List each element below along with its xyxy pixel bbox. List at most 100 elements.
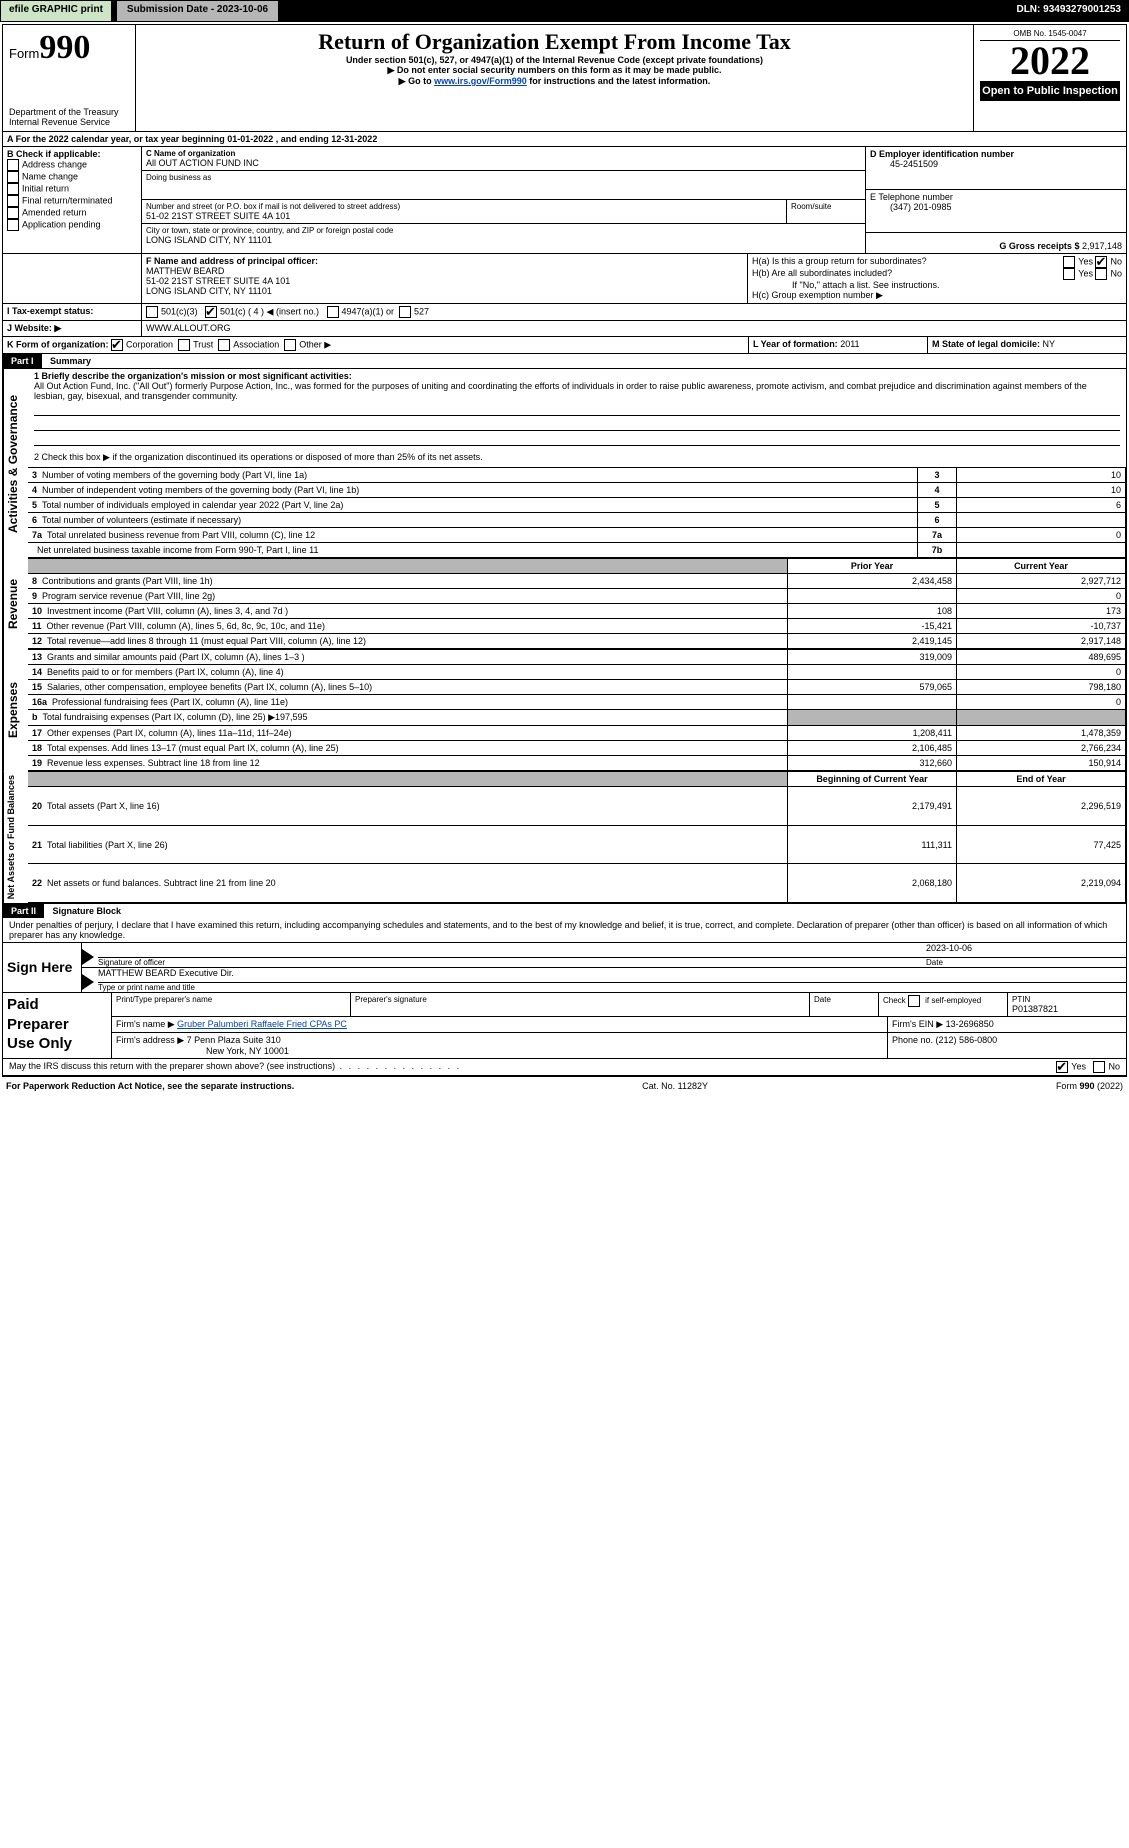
firm-addr-l: Firm's address ▶ xyxy=(116,1035,184,1045)
trust-label: Trust xyxy=(193,339,213,349)
instructions-link[interactable]: www.irs.gov/Form990 xyxy=(434,76,527,86)
preparer-phone: (212) 586-0800 xyxy=(936,1035,998,1045)
table-row: 18 Total expenses. Add lines 13–17 (must… xyxy=(28,741,1126,756)
q1-label: 1 Briefly describe the organization's mi… xyxy=(34,371,1120,381)
ha-no[interactable] xyxy=(1095,256,1107,268)
hb-no[interactable] xyxy=(1095,268,1107,280)
table-row: 19 Revenue less expenses. Subtract line … xyxy=(28,756,1126,771)
city-label: City or town, state or province, country… xyxy=(146,226,861,235)
check-other[interactable] xyxy=(284,339,296,351)
check-association[interactable] xyxy=(218,339,230,351)
date-label: Date xyxy=(926,958,1126,967)
pra-notice: For Paperwork Reduction Act Notice, see … xyxy=(6,1081,294,1091)
sub3-post: for instructions and the latest informat… xyxy=(527,76,711,86)
part1-header: Part I Summary xyxy=(3,354,1126,369)
efile-pill: efile GRAPHIC print xyxy=(0,0,112,22)
klm-block: K Form of organization: Corporation Trus… xyxy=(3,337,1126,354)
sign-date: 2023-10-06 xyxy=(926,943,1126,958)
page-footer: For Paperwork Reduction Act Notice, see … xyxy=(0,1079,1129,1093)
ha-yes[interactable] xyxy=(1063,256,1075,268)
street-address: 51-02 21ST STREET SUITE 4A 101 xyxy=(146,211,782,221)
table-row: 13 Grants and similar amounts paid (Part… xyxy=(28,650,1126,665)
submission-date-button[interactable]: Submission Date - 2023-10-06 xyxy=(116,0,279,22)
f-label: F Name and address of principal officer: xyxy=(146,256,743,266)
discuss-yes[interactable] xyxy=(1056,1061,1068,1073)
officer-addr2: LONG ISLAND CITY, NY 11101 xyxy=(146,286,743,296)
period-line: A For the 2022 calendar year, or tax yea… xyxy=(3,132,1126,147)
officer-addr1: 51-02 21ST STREET SUITE 4A 101 xyxy=(146,276,743,286)
q1-text: All Out Action Fund, Inc. ("All Out") fo… xyxy=(34,381,1120,401)
discuss-text: May the IRS discuss this return with the… xyxy=(9,1061,461,1071)
part2-title: Signature Block xyxy=(47,906,122,916)
form-word: Form xyxy=(9,46,39,61)
head-end: End of Year xyxy=(957,772,1126,787)
discuss-no[interactable] xyxy=(1093,1061,1105,1073)
hb-note: If "No," attach a list. See instructions… xyxy=(752,280,1122,290)
check-501c-other[interactable] xyxy=(205,306,217,318)
form-frame: Form990 Department of the Treasury Inter… xyxy=(2,24,1127,1077)
b-item-4: Amended return xyxy=(22,207,87,217)
e-label: E Telephone number xyxy=(870,192,1122,202)
check-trust[interactable] xyxy=(178,339,190,351)
h-sig: Preparer's signature xyxy=(355,995,805,1004)
501c3-label: 501(c)(3) xyxy=(161,306,198,316)
header-left: Form990 Department of the Treasury Inter… xyxy=(3,25,136,131)
officer-print-name: MATTHEW BEARD Executive Dir. xyxy=(98,968,1126,983)
tax-year: 2022 xyxy=(980,41,1120,81)
check-name-change[interactable] xyxy=(7,171,19,183)
q1: 1 Briefly describe the organization's mi… xyxy=(28,369,1126,448)
check-527[interactable] xyxy=(399,306,411,318)
b-item-2: Initial return xyxy=(22,183,69,193)
table-row: 7a Total unrelated business revenue from… xyxy=(28,528,1126,543)
501c-other-label: 501(c) ( 4 ) ◀ (insert no.) xyxy=(220,306,319,316)
check-self-employed[interactable] xyxy=(908,995,920,1007)
name-label: Type or print name and title xyxy=(98,983,1126,992)
year-footer: 2022 xyxy=(1100,1081,1120,1091)
discuss-no-label: No xyxy=(1108,1062,1120,1072)
sign-here-block: Sign Here Signature of officer 2023-10-0… xyxy=(3,943,1126,993)
check-4947a1[interactable] xyxy=(327,306,339,318)
part1-tab: Part I xyxy=(3,354,42,368)
firm-addr1: 7 Penn Plaza Suite 310 xyxy=(187,1035,281,1045)
k-label: K Form of organization: xyxy=(7,339,109,349)
form-number: 990 xyxy=(39,29,90,66)
check-application-pending[interactable] xyxy=(7,219,19,231)
check-corporation[interactable] xyxy=(111,339,123,351)
revenue-table: Prior Year Current Year 8 Contributions … xyxy=(28,558,1126,649)
h-date: Date xyxy=(814,995,874,1004)
table-row: 14 Benefits paid to or for members (Part… xyxy=(28,665,1126,680)
firm-name-link[interactable]: Gruber Palumberi Raffaele Fried CPAs PC xyxy=(177,1019,347,1029)
discuss-line: May the IRS discuss this return with the… xyxy=(3,1059,1126,1076)
table-row: 9 Program service revenue (Part VIII, li… xyxy=(28,589,1126,604)
form-title: Return of Organization Exempt From Incom… xyxy=(142,29,967,55)
city-state-zip: LONG ISLAND CITY, NY 11101 xyxy=(146,235,861,245)
part2-tab: Part II xyxy=(3,904,44,918)
d-label: D Employer identification number xyxy=(870,149,1122,159)
part2-header: Part II Signature Block xyxy=(3,904,1126,918)
check-initial-return[interactable] xyxy=(7,183,19,195)
hb-yes[interactable] xyxy=(1063,268,1075,280)
sign-arrow-icon-2 xyxy=(82,974,94,990)
sign-arrow-icon xyxy=(82,949,94,965)
dba-label: Doing business as xyxy=(146,173,861,182)
gross-receipts: 2,917,148 xyxy=(1082,241,1122,251)
dept-label: Department of the Treasury xyxy=(9,107,129,117)
c-label: C Name of organization xyxy=(146,149,861,158)
top-bar: efile GRAPHIC print Submission Date - 20… xyxy=(0,0,1129,22)
phone-value: (347) 201-0985 xyxy=(870,202,1122,212)
head-begin: Beginning of Current Year xyxy=(788,772,957,787)
open-to-public: Open to Public Inspection xyxy=(980,81,1120,101)
check-address-change[interactable] xyxy=(7,159,19,171)
table-row: 6 Total number of volunteers (estimate i… xyxy=(28,513,1126,528)
q2: 2 Check this box ▶ if the organization d… xyxy=(28,448,1126,467)
block-c: C Name of organization All OUT ACTION FU… xyxy=(142,147,866,253)
table-row: 12 Total revenue—add lines 8 through 11 … xyxy=(28,634,1126,649)
paid-l3: Use Only xyxy=(7,1034,107,1054)
paid-l1: Paid xyxy=(7,995,107,1015)
website-link[interactable]: WWW.ALLOUT.ORG xyxy=(146,323,231,333)
check-amended-return[interactable] xyxy=(7,207,19,219)
check-final-return[interactable] xyxy=(7,195,19,207)
sub1: Under section 501(c), 527, or 4947(a)(1)… xyxy=(142,55,967,65)
527-label: 527 xyxy=(414,306,429,316)
check-501c3[interactable] xyxy=(146,306,158,318)
